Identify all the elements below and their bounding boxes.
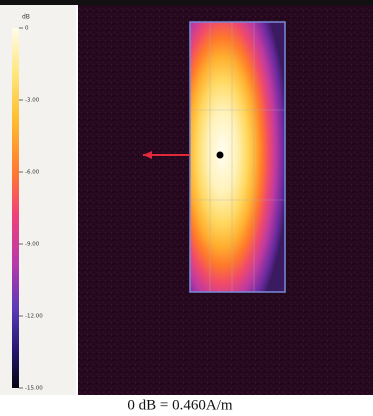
colorbar-tick-label: -3.00 <box>25 98 40 104</box>
hotspot <box>143 21 286 293</box>
pointer-arrow-head <box>143 151 152 159</box>
colorbar-tick-label: 0 <box>25 26 29 32</box>
caption: 0 dB = 0.460A/m <box>127 397 232 413</box>
colorbar-tick-label: -6.00 <box>25 170 40 176</box>
colorbar <box>12 28 19 388</box>
colorbar-ticks: 0 -3.00 -6.00 -9.00 -12.00 -15.00 <box>19 26 43 392</box>
colorbar-panel <box>0 5 76 395</box>
peak-marker <box>216 151 224 159</box>
colorbar-tick-label: -15.00 <box>25 386 43 392</box>
colorbar-tick-label: -9.00 <box>25 242 40 248</box>
colorbar-label: dB <box>22 14 30 21</box>
top-border <box>0 0 373 5</box>
colorbar-tick-label: -12.00 <box>25 314 43 320</box>
scan-area <box>189 21 286 293</box>
